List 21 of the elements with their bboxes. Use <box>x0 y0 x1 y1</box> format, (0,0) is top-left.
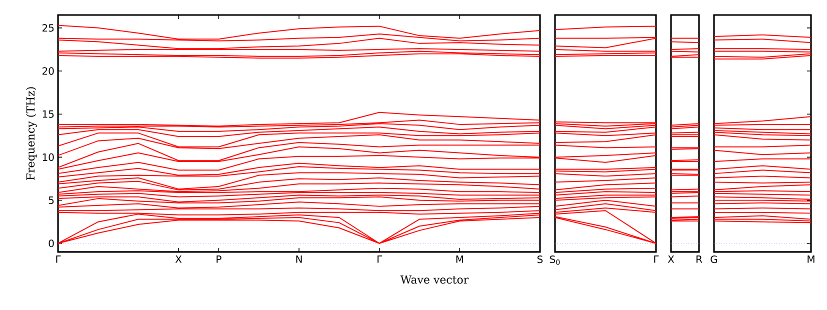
y-axis-title: Frequency (THz) <box>26 87 37 180</box>
x-tick-label: M <box>456 256 464 263</box>
x-tick-label: N <box>296 256 302 263</box>
y-tick-label: 15 <box>42 110 54 118</box>
x-tick-label: Γ <box>378 256 382 263</box>
x-tick-label: S <box>537 256 543 264</box>
x-tick-label: R <box>696 256 702 263</box>
x-tick-label: S$_{0}$ <box>550 256 560 265</box>
x-axis-title: Wave vector <box>400 276 469 284</box>
x-tick-label: X <box>668 256 674 263</box>
y-tick-label: 5 <box>48 196 54 204</box>
y-tick-label: 25 <box>42 24 54 32</box>
y-tick-label: 10 <box>42 153 54 161</box>
x-tick-label: Γ <box>56 256 61 263</box>
y-tick-label: 20 <box>42 67 54 75</box>
x-tick-label: Γ <box>654 256 659 263</box>
y-tick-label: 0 <box>48 240 54 248</box>
x-tick-label: X <box>175 256 182 263</box>
x-tick-label: G <box>710 256 718 264</box>
x-tick-label: P <box>216 256 222 263</box>
x-tick-label: M <box>808 256 814 263</box>
